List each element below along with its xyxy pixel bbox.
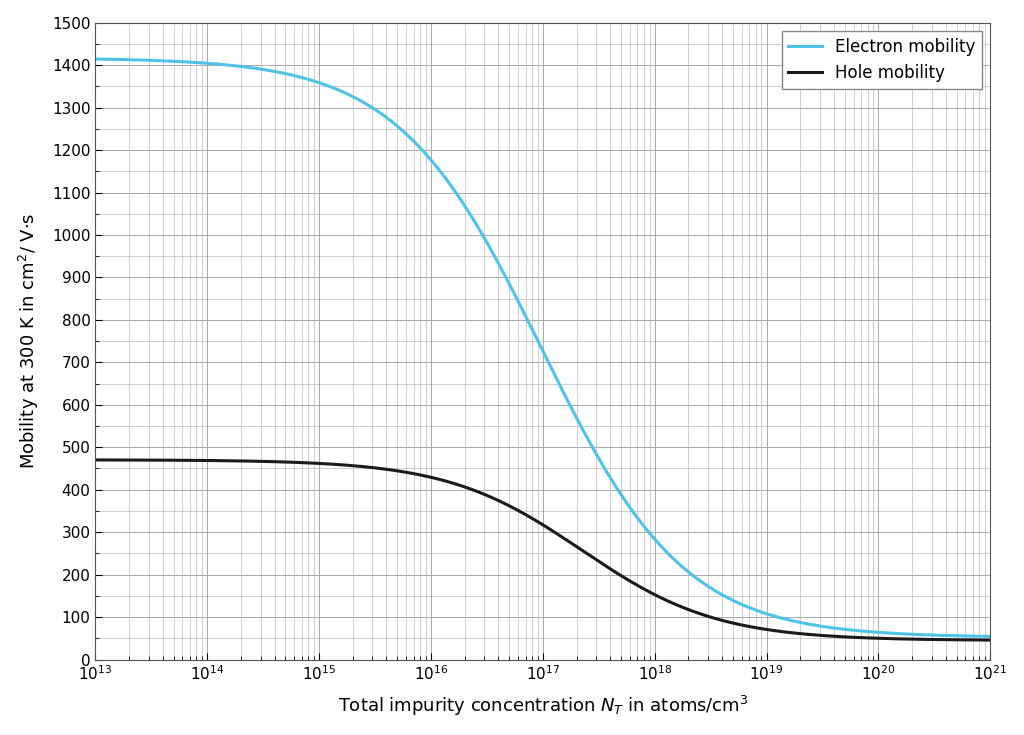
Line: Electron mobility: Electron mobility [95,59,990,637]
Legend: Electron mobility, Hole mobility: Electron mobility, Hole mobility [781,31,982,89]
Electron mobility [483,243,496,251]
Hole mobility [984,636,996,645]
Hole mobility [452,480,464,489]
Hole mobility [703,612,716,621]
Hole mobility [483,492,496,501]
Electron mobility [452,190,464,199]
Electron mobility [89,54,101,63]
Electron mobility [703,583,716,592]
Hole mobility [89,456,101,465]
Y-axis label: Mobility at 300 K in cm$^2$/ V·s: Mobility at 300 K in cm$^2$/ V·s [16,213,41,469]
Electron mobility [803,620,815,628]
Hole mobility [803,630,815,639]
Electron mobility [787,617,800,625]
Line: Hole mobility: Hole mobility [95,460,990,640]
Electron mobility [984,632,996,641]
Hole mobility [180,456,193,465]
Hole mobility [787,628,800,637]
Electron mobility [180,57,193,66]
X-axis label: Total impurity concentration $N_T$ in atoms/cm$^3$: Total impurity concentration $N_T$ in at… [338,695,749,718]
